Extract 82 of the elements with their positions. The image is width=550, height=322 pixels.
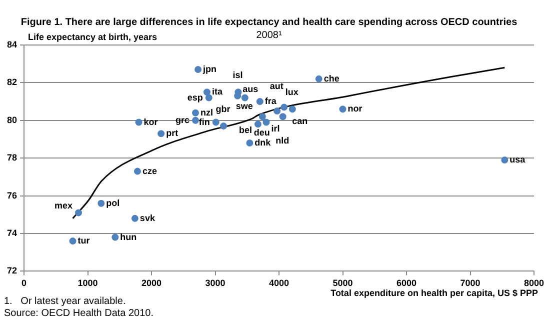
annotation: lux <box>285 87 298 98</box>
annotation: bel <box>238 125 252 136</box>
y-axis-title: Life expectancy at birth, years <box>28 32 158 42</box>
point <box>315 75 322 82</box>
point <box>158 130 165 138</box>
point <box>256 98 264 106</box>
annotation: svk <box>140 212 156 223</box>
x-tick-label: 7000 <box>460 278 480 288</box>
point <box>212 118 220 126</box>
y-tick-label: 76 <box>6 190 18 200</box>
point <box>274 107 281 114</box>
annotation: jpn <box>202 64 217 74</box>
annotation: mex <box>54 200 73 211</box>
annotation: isl <box>232 70 243 80</box>
annotation: fra <box>264 96 278 106</box>
x-tick-label: 5000 <box>332 278 353 288</box>
annotation: cze <box>142 166 157 176</box>
annotation: hun <box>120 232 137 242</box>
point <box>288 106 296 113</box>
annotation: aut <box>270 80 284 91</box>
point <box>220 122 228 130</box>
y-tick-label: 82 <box>6 77 18 88</box>
point <box>134 168 141 175</box>
chart-title: Figure 1. There are large differences in life expectancy and health care spending across OECD countries <box>20 16 518 28</box>
x-tick-label: 1000 <box>78 278 98 288</box>
point <box>69 238 76 245</box>
x-tick-label: 3000 <box>205 278 226 288</box>
annotation: aus <box>242 84 258 94</box>
line-series <box>72 66 506 220</box>
point <box>192 109 199 116</box>
point <box>205 94 212 102</box>
point <box>501 156 508 164</box>
point <box>246 140 254 147</box>
point <box>234 88 242 96</box>
point <box>254 120 262 128</box>
point <box>98 200 105 207</box>
chart-subtitle: 2008¹ <box>256 30 282 41</box>
y-tick-label: 78 <box>6 152 18 163</box>
annotation: esp <box>187 92 204 102</box>
y-tick-label: 80 <box>6 114 18 125</box>
y-tick-label: 72 <box>6 266 18 276</box>
x-tick-label: 4000 <box>268 278 290 288</box>
point <box>262 118 270 126</box>
annotation: fin <box>198 116 210 127</box>
point <box>131 214 138 222</box>
text: 1. Or latest year available. <box>4 296 126 307</box>
x-tick-label: 6000 <box>396 278 417 288</box>
annotation: dnk <box>254 138 272 148</box>
annotation: ita <box>212 86 224 97</box>
annotation: nor <box>348 104 363 114</box>
annotation: nzl <box>200 107 213 118</box>
point <box>194 66 202 74</box>
annotation: nld <box>276 136 290 146</box>
annotation: tur <box>78 236 90 246</box>
annotation: kor <box>144 116 158 127</box>
point <box>112 234 119 241</box>
annotation: swe <box>236 100 253 111</box>
source-note: Source: OECD Health Data 2010. <box>4 308 154 319</box>
x-tick-label: 0 <box>22 278 27 288</box>
annotation: gbr <box>216 104 231 114</box>
y-tick-label: 74 <box>6 228 18 238</box>
x-tick-label: 8000 <box>524 278 544 288</box>
point <box>135 118 142 126</box>
x-tick-label: 2000 <box>141 278 162 288</box>
annotation: grc <box>175 114 190 125</box>
annotation: deu <box>254 128 270 138</box>
annotation: prt <box>166 128 178 138</box>
annotation: can <box>292 116 308 126</box>
point <box>258 113 266 120</box>
x-axis-title: Total expenditure on health per capita, US $ PPP <box>330 288 538 298</box>
point <box>339 106 346 113</box>
annotation: che <box>324 73 340 84</box>
y-tick-label: 84 <box>6 39 18 50</box>
point <box>75 209 82 216</box>
point <box>203 88 210 96</box>
point <box>280 104 288 111</box>
point <box>192 116 199 124</box>
point <box>241 94 248 102</box>
annotation: usa <box>510 154 526 164</box>
annotation: irl <box>271 123 280 134</box>
point <box>279 113 286 120</box>
annotation: pol <box>106 198 120 208</box>
